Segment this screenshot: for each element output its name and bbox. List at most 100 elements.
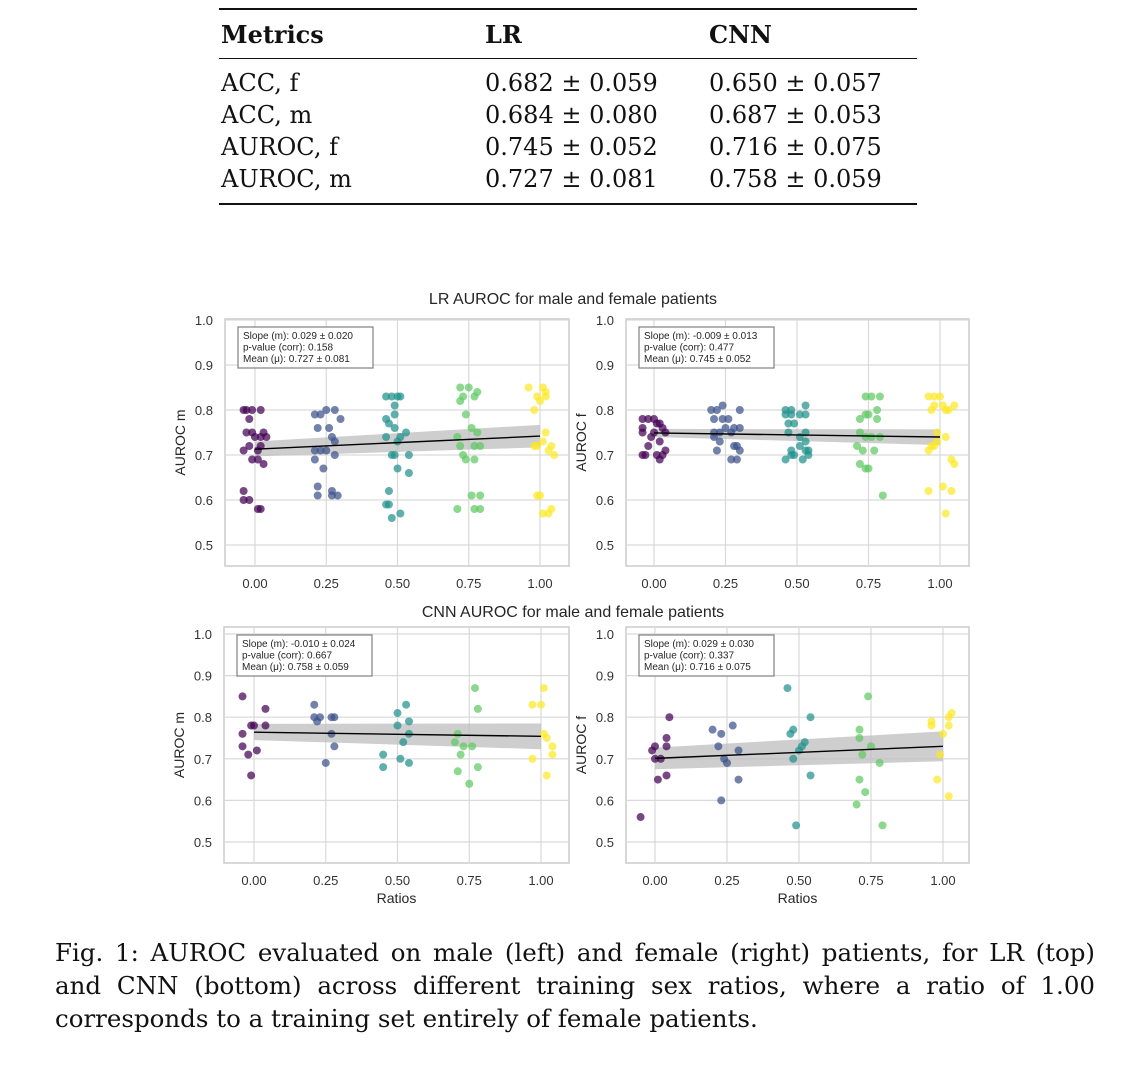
- y-axis-label: AUROC f: [573, 716, 589, 774]
- data-point: [548, 750, 557, 759]
- data-point: [792, 821, 801, 830]
- stats-annotation-box: [638, 634, 775, 677]
- data-point: [933, 775, 942, 784]
- data-point: [548, 742, 557, 751]
- x-tick-label: 1.00: [930, 873, 955, 888]
- metric-name: ACC, f: [221, 69, 299, 97]
- data-point: [728, 721, 737, 730]
- y-tick-label: 1.0: [596, 627, 614, 642]
- data-point: [735, 424, 744, 432]
- data-point: [404, 758, 413, 767]
- data-point: [735, 446, 744, 455]
- data-point: [456, 383, 465, 392]
- data-point: [533, 442, 542, 450]
- data-point: [313, 491, 322, 500]
- data-point: [239, 496, 248, 504]
- data-point: [873, 415, 882, 423]
- data-point: [327, 491, 336, 500]
- data-point: [648, 746, 657, 755]
- table-row: AUROC, f 0.745 ± 0.052 0.716 ± 0.075: [219, 131, 917, 163]
- data-point: [655, 437, 664, 446]
- data-point: [476, 442, 485, 450]
- data-point: [644, 442, 653, 450]
- data-point: [242, 406, 251, 414]
- y-tick-label: 0.7: [194, 752, 212, 767]
- data-point: [248, 406, 257, 414]
- data-point: [714, 742, 723, 751]
- data-point: [789, 754, 798, 763]
- data-point: [927, 406, 936, 414]
- data-point: [732, 455, 741, 464]
- data-point: [393, 437, 402, 446]
- data-point: [536, 397, 544, 405]
- data-point: [795, 442, 804, 450]
- stats-annotation-line: Mean (μ): 0.758 ± 0.059: [242, 662, 349, 673]
- data-point: [382, 392, 391, 401]
- data-point: [638, 428, 647, 437]
- data-point: [453, 767, 462, 776]
- data-point: [655, 455, 664, 464]
- lr-value: 0.682 ± 0.059: [485, 69, 658, 97]
- data-point: [867, 433, 876, 441]
- data-point: [245, 415, 254, 423]
- data-point: [541, 392, 550, 401]
- data-point: [239, 446, 248, 455]
- data-point: [712, 446, 721, 455]
- data-point: [875, 433, 884, 441]
- data-point: [717, 729, 726, 738]
- data-point: [547, 442, 556, 450]
- data-point: [399, 738, 408, 747]
- data-point: [852, 800, 861, 809]
- data-point: [467, 491, 476, 500]
- data-point: [665, 713, 674, 722]
- x-tick-label: 0.25: [313, 873, 338, 888]
- data-point: [325, 424, 334, 432]
- chart-panel-bottom-right: 0.5 0.6 0.7 0.8 0.9 1.0 0.00 0.25 0.50 0.75 1.00 AU…: [573, 626, 970, 906]
- data-point: [936, 392, 944, 401]
- data-point: [242, 428, 251, 437]
- cnn-value: 0.716 ± 0.075: [709, 133, 882, 161]
- data-point: [473, 763, 482, 772]
- data-point: [878, 491, 887, 500]
- data-point: [727, 428, 736, 437]
- data-point: [473, 388, 482, 396]
- data-point: [941, 433, 950, 441]
- x-axis-label: Ratios: [377, 890, 417, 906]
- data-point: [253, 446, 262, 455]
- x-tick-label: 1.00: [528, 873, 553, 888]
- data-point: [461, 455, 470, 464]
- data-point: [330, 451, 339, 459]
- data-point: [861, 433, 870, 441]
- auroc-figure: LR AUROC for male and female patients CN…: [171, 291, 970, 906]
- data-point: [259, 460, 268, 468]
- data-point: [542, 734, 551, 742]
- regression-line: [253, 731, 542, 738]
- data-point: [652, 419, 661, 428]
- data-point: [321, 758, 330, 767]
- y-tick-label: 0.8: [195, 403, 213, 418]
- data-point: [473, 704, 482, 713]
- data-point: [465, 779, 474, 788]
- table-header-row: Metrics LR CNN: [219, 9, 917, 59]
- data-point: [393, 721, 402, 730]
- cnn-value: 0.650 ± 0.057: [709, 69, 882, 97]
- data-point: [795, 410, 804, 419]
- x-tick-label: 0.75: [856, 576, 881, 591]
- data-point: [804, 451, 813, 459]
- data-point: [256, 406, 265, 414]
- stats-annotation-line: Mean (μ): 0.727 ± 0.081: [243, 354, 350, 365]
- x-axis-label: Ratios: [778, 890, 818, 906]
- data-point: [636, 813, 645, 822]
- data-point: [542, 771, 551, 780]
- data-point: [790, 419, 799, 428]
- y-tick-label: 0.6: [596, 793, 614, 808]
- data-point: [384, 487, 393, 495]
- data-point: [390, 451, 399, 459]
- x-tick-label: 0.25: [713, 576, 738, 591]
- data-point: [310, 700, 319, 709]
- data-point: [310, 410, 319, 419]
- regression-line: [654, 745, 944, 760]
- data-point: [538, 509, 547, 518]
- data-point: [795, 746, 803, 755]
- data-point: [875, 758, 884, 767]
